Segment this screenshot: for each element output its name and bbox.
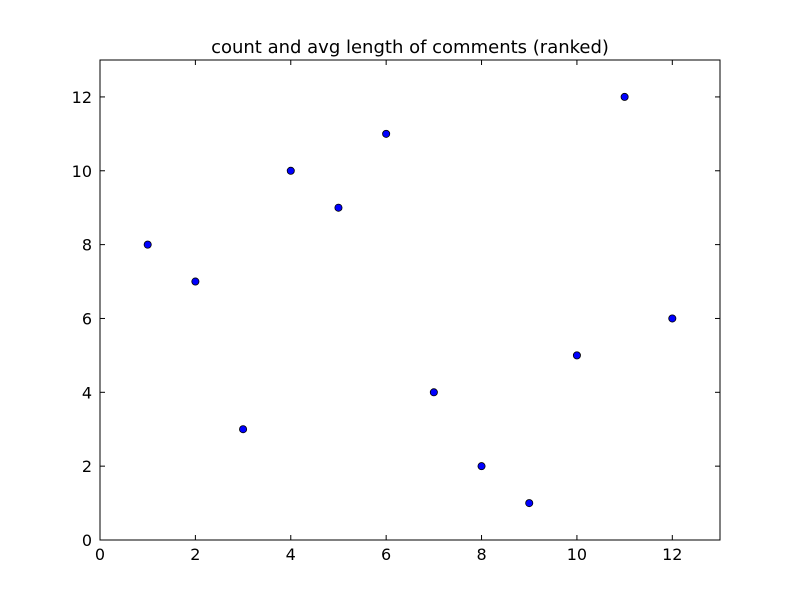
x-tick-label: 4 <box>286 545 296 564</box>
data-point <box>668 314 677 323</box>
y-tick-label: 12 <box>72 88 92 107</box>
data-point <box>239 425 248 434</box>
x-tick-label: 2 <box>190 545 200 564</box>
x-tick-label: 10 <box>567 545 587 564</box>
y-tick-label: 2 <box>82 457 92 476</box>
data-points <box>143 92 677 508</box>
data-point <box>477 462 486 471</box>
data-point <box>429 388 438 397</box>
plot-area <box>99 59 721 541</box>
data-point <box>334 203 343 212</box>
y-tick-label: 4 <box>82 383 92 402</box>
y-tick-label: 10 <box>72 162 92 181</box>
data-point <box>191 277 200 286</box>
x-tick-label: 8 <box>476 545 486 564</box>
data-point <box>620 92 629 101</box>
data-point <box>143 240 152 249</box>
y-tick-label: 8 <box>82 236 92 255</box>
y-tick-label: 6 <box>82 309 92 328</box>
data-point <box>382 129 391 138</box>
plot-frame <box>99 59 721 541</box>
x-tick-label: 6 <box>381 545 391 564</box>
data-point <box>286 166 295 175</box>
x-tick-label: 0 <box>95 545 105 564</box>
y-tick-label: 0 <box>82 531 92 550</box>
y-axis: 0 2 4 6 8 10 12 <box>72 88 720 550</box>
data-point <box>525 499 534 508</box>
x-tick-label: 12 <box>662 545 682 564</box>
x-axis: 0 2 4 6 8 10 12 <box>95 60 682 564</box>
data-point <box>572 351 581 360</box>
chart-title: count and avg length of comments (ranked… <box>211 37 609 58</box>
